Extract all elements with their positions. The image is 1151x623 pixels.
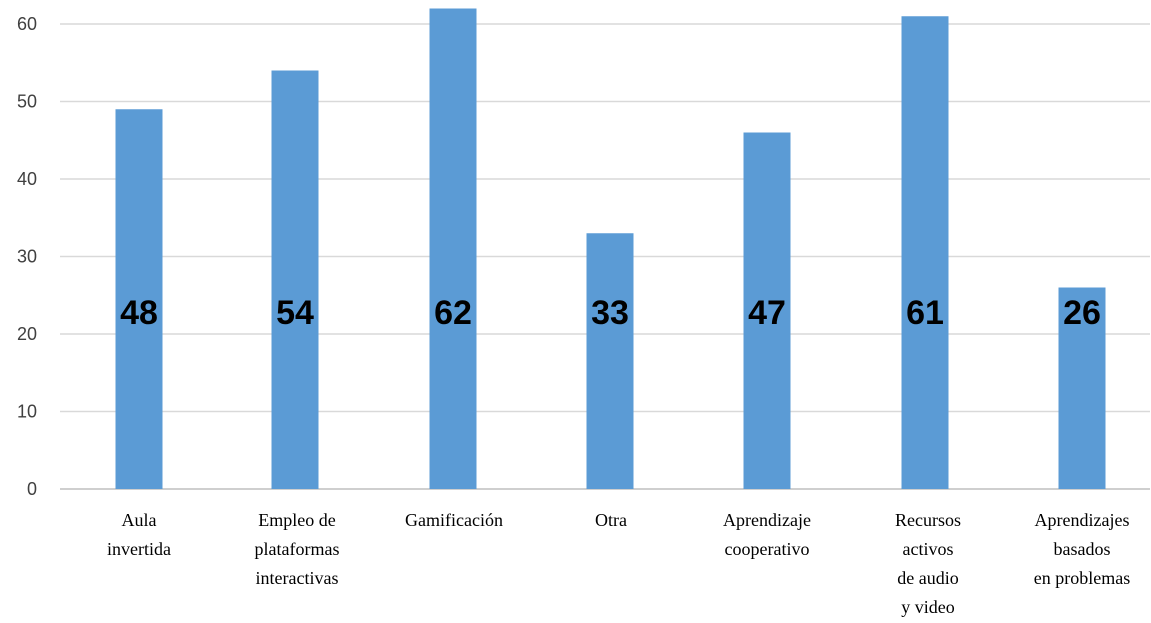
x-category-label: Recursos activos de audio y video bbox=[895, 510, 961, 617]
x-category-label-line: plataformas bbox=[255, 539, 340, 559]
bar bbox=[1058, 287, 1106, 489]
x-category-label-line: Recursos bbox=[895, 510, 961, 530]
y-axis: 0 10 20 30 40 50 60 bbox=[17, 14, 37, 499]
x-category-label: Aprendizaje cooperativo bbox=[723, 510, 811, 559]
x-category-label: Aula invertida bbox=[107, 510, 171, 559]
y-tick-label: 0 bbox=[27, 479, 37, 499]
x-category-label-line: interactivas bbox=[256, 568, 339, 588]
y-tick-label: 20 bbox=[17, 324, 37, 344]
bar bbox=[115, 109, 163, 489]
bar bbox=[271, 70, 319, 489]
x-category-label: Aprendizajes basados en problemas bbox=[1034, 510, 1130, 588]
data-label: 54 bbox=[276, 294, 314, 332]
x-category-label-line: Aprendizajes bbox=[1035, 510, 1130, 530]
x-category-label: Gamificación bbox=[405, 510, 503, 530]
x-category-label-line: de audio bbox=[897, 568, 958, 588]
x-axis: Aula invertida Empleo de plataformas interac… bbox=[107, 510, 1130, 617]
data-label: 47 bbox=[748, 294, 786, 332]
data-label: 33 bbox=[591, 294, 629, 332]
y-tick-label: 40 bbox=[17, 169, 37, 189]
data-label: 26 bbox=[1063, 294, 1101, 332]
y-tick-label: 50 bbox=[17, 92, 37, 112]
data-label: 62 bbox=[434, 294, 472, 332]
y-tick-label: 30 bbox=[17, 247, 37, 267]
x-category-label-line: Empleo de bbox=[258, 510, 335, 530]
data-label: 48 bbox=[120, 294, 158, 332]
data-labels: 48 54 62 33 47 61 26 bbox=[120, 294, 1101, 332]
x-category-label-line: Aprendizaje bbox=[723, 510, 811, 530]
y-tick-label: 60 bbox=[17, 14, 37, 34]
x-category-label-line: activos bbox=[903, 539, 954, 559]
bar bbox=[429, 8, 477, 489]
bar bbox=[743, 132, 791, 489]
x-category-label-line: en problemas bbox=[1034, 568, 1130, 588]
x-category-label-line: Gamificación bbox=[405, 510, 503, 530]
x-category-label-line: cooperativo bbox=[725, 539, 810, 559]
x-category-label-line: invertida bbox=[107, 539, 171, 559]
x-category-label: Empleo de plataformas interactivas bbox=[255, 510, 340, 588]
y-tick-label: 10 bbox=[17, 402, 37, 422]
x-category-label-line: Otra bbox=[595, 510, 627, 530]
data-label: 61 bbox=[906, 294, 944, 332]
bars bbox=[115, 8, 1106, 489]
x-category-label-line: y video bbox=[901, 597, 955, 617]
bar bbox=[586, 233, 634, 489]
bar bbox=[901, 16, 949, 489]
x-category-label: Otra bbox=[595, 510, 627, 530]
x-category-label-line: basados bbox=[1054, 539, 1111, 559]
x-category-label-line: Aula bbox=[122, 510, 157, 530]
